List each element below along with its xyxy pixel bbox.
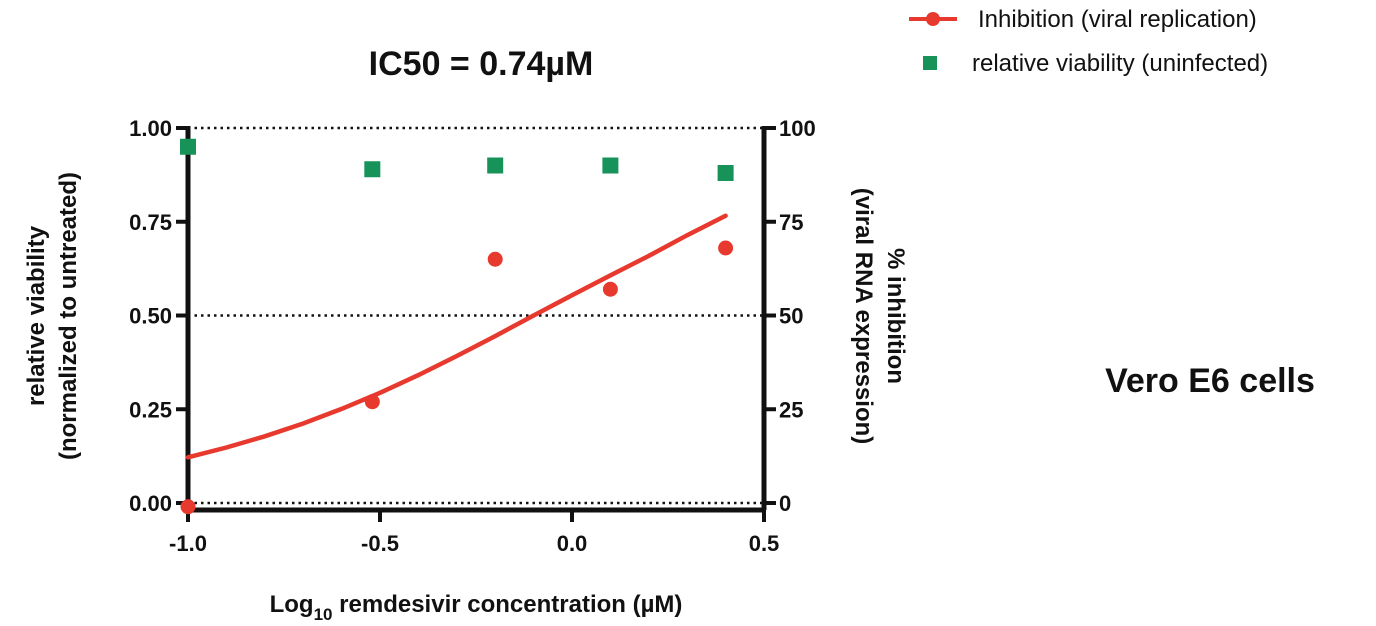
y-right-tick-label: 25 (779, 397, 803, 422)
viability-point (602, 157, 619, 174)
y-right-tick-label: 50 (779, 304, 803, 329)
legend: Inhibition (viral replication) relative … (909, 6, 1268, 77)
x-axis-label-rest: remdesivir concentration (µM) (333, 591, 683, 618)
y-right-label-line1: % inhibition (882, 248, 909, 384)
viability-point (364, 161, 381, 178)
viability-point (487, 157, 504, 174)
inhibition-point (487, 251, 503, 267)
y-left-tick-label: 1.00 (129, 116, 172, 141)
inhibition-point (718, 240, 734, 256)
chart-subtitle: Vero E6 cells (1105, 362, 1315, 400)
legend-inhibition-label: Inhibition (viral replication) (978, 6, 1257, 33)
x-tick-label: 0.5 (749, 531, 780, 556)
tick-marks (176, 126, 776, 522)
gridlines (188, 126, 764, 505)
y-left-tick-label: 0.50 (129, 304, 172, 329)
legend-viability-label: relative viability (uninfected) (972, 50, 1268, 77)
x-axis-label-prefix: Log (270, 591, 314, 618)
x-axis-label-subscript: 10 (314, 605, 333, 624)
viability-point (717, 165, 734, 181)
inhibition-point (180, 499, 196, 515)
y-right-label: % inhibition (viral RNA expression) (850, 188, 909, 445)
y-left-label: relative viability (normalized to untrea… (23, 172, 82, 460)
y-right-tick-label: 0 (779, 491, 791, 516)
x-tick-label: 0.0 (557, 531, 588, 556)
y-left-label-line1: relative viability (23, 225, 50, 406)
y-left-tick-label: 0.75 (129, 210, 172, 235)
inhibition-point (364, 394, 380, 410)
legend-inhibition-marker (926, 12, 940, 26)
y-left-tick-label: 0.25 (129, 397, 172, 422)
tick-labels: 0.00 0.25 0.50 0.75 1.00 0 25 50 75 100 -1.0 -0.5 0.… (129, 116, 816, 556)
x-tick-label: -0.5 (361, 531, 399, 556)
y-right-label-line2: (viral RNA expression) (850, 188, 877, 445)
y-left-label-line2: (normalized to untreated) (55, 172, 82, 460)
inhibition-point (602, 281, 618, 297)
x-tick-label: -1.0 (169, 531, 207, 556)
x-axis-label: Log10 remdesivir concentration (µM) (270, 591, 683, 624)
y-right-tick-label: 75 (779, 210, 803, 235)
data-series (180, 138, 734, 515)
inhibition-fit-curve (185, 213, 728, 460)
chart-title: IC50 = 0.74µM (369, 45, 594, 83)
axes (185, 126, 767, 513)
legend-viability-marker (923, 56, 937, 70)
y-left-tick-label: 0.00 (129, 491, 172, 516)
y-right-tick-label: 100 (779, 116, 816, 141)
viability-point (180, 138, 196, 155)
